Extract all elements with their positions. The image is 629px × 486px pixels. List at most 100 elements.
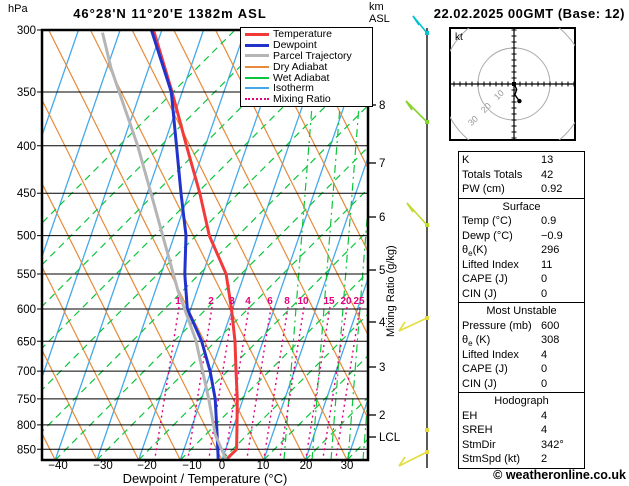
sounding-curves — [101, 30, 239, 460]
mixing-ratio-value-label: 25 — [353, 296, 365, 307]
mixing-ratio-line — [224, 306, 250, 459]
legend-item: Isotherm — [245, 82, 372, 94]
pressure-tick-label: 450 — [17, 188, 36, 200]
mixing-ratio-labels: 1 2 3 4 6 8 10 15 20 25 — [175, 296, 365, 307]
stats-row: K 13 — [462, 153, 581, 168]
stats-panel: K 13 Totals Totals 42 PW (cm) 0.92 Surface Temp… — [458, 151, 585, 469]
plot-frame — [40, 28, 370, 462]
hodograph-trace — [513, 83, 520, 102]
wind-barb — [398, 451, 428, 467]
altitude-unit-asl: ASL — [369, 13, 390, 25]
altitude-tick-label: 2 — [379, 410, 385, 422]
legend-box: Temperature Dewpoint Parcel Trajectory Dry … — [240, 27, 373, 107]
stats-section-title: Surface — [502, 200, 541, 213]
wet-adiabat-line — [42, 30, 236, 224]
parcel-trajectory-curve — [101, 32, 228, 460]
mixing-ratio-value-label: 20 — [340, 296, 352, 307]
legend-item-label: Mixing Ratio — [273, 93, 331, 106]
stats-row-value: 0.9 — [541, 215, 557, 227]
wet-adiabat-line — [42, 104, 368, 433]
mixing-ratio-line — [154, 306, 180, 459]
stats-row: StmSpd (kt) 2 — [462, 452, 581, 467]
stats-row: Pressure (mb) 600 — [462, 319, 581, 334]
stats-row: StmDir 342° — [462, 438, 581, 453]
stats-row-value: 0 — [541, 377, 548, 390]
wind-barb-feather — [398, 321, 406, 332]
mixing-ratio-line — [305, 306, 331, 459]
lcl-label: LCL — [379, 432, 401, 444]
mixing-ratio-line — [279, 306, 305, 459]
pressure-tick-label: 400 — [17, 141, 36, 153]
stats-row-value: 0.92 — [541, 183, 563, 195]
stats-row: θe (K) 308 — [462, 333, 581, 348]
pressure-tick-label: 600 — [17, 304, 36, 316]
legend-item: Dewpoint — [245, 39, 372, 51]
footer-credit: © weatheronline.co.uk — [493, 468, 626, 482]
mixing-ratio-value-label: 8 — [284, 296, 290, 307]
stats-row: Totals Totals 42 — [462, 168, 581, 183]
legend-item: Temperature — [245, 28, 372, 40]
stats-row-value: 342° — [541, 438, 564, 451]
isotherm-line — [263, 155, 368, 460]
mixing-ratio-value-label: 6 — [267, 296, 273, 307]
legend-item: Parcel Trajectory — [245, 50, 372, 62]
stats-row: CIN (J) 0 — [462, 377, 581, 392]
stats-row: CAPE (J) 0 — [462, 272, 581, 287]
stats-row: EH 4 — [462, 409, 581, 424]
pressure-tick-label: 800 — [17, 420, 36, 432]
stats-section: Most Unstable Pressure (mb) 600 θe (K) 308 Li… — [458, 302, 585, 393]
dry-adiabat-line — [89, 30, 306, 460]
dry-adiabat-line — [42, 98, 223, 460]
temperature-tick-label: 0 — [219, 460, 225, 472]
stats-row-label: CIN (J) — [462, 287, 497, 300]
mixing-ratio-lines — [154, 306, 361, 459]
pressure-tick-label: 300 — [17, 25, 36, 37]
isotherm-line — [42, 30, 80, 138]
stats-section-title: Hodograph — [494, 395, 549, 407]
stats-row: Temp (°C) 0.9 — [462, 214, 581, 229]
mixing-ratio-line — [208, 306, 234, 459]
stats-row: θe(K) 296 — [462, 243, 581, 258]
pressure-tick-label: 550 — [17, 269, 36, 281]
mixing-ratio-value-label: 4 — [245, 296, 251, 307]
isotherm-line — [42, 30, 121, 259]
legend-item: Wet Adiabat — [245, 72, 372, 84]
stats-row-label: CAPE (J) — [462, 363, 508, 375]
wet-adiabat-line — [138, 229, 368, 460]
dry-adiabat-line — [42, 348, 98, 460]
dry-adiabat-line — [42, 182, 181, 460]
temperature-axis-label: Dewpoint / Temperature (°C) — [122, 471, 288, 486]
legend-line-sample — [245, 54, 269, 58]
station-title: 46°28'N 11°20'E 1382m ASL — [73, 6, 267, 21]
stats-row-value: 0 — [541, 287, 548, 300]
stats-row-label: CIN (J) — [462, 377, 497, 390]
wet-adiabat-line — [263, 354, 368, 460]
legend-item-label: Parcel Trajectory — [273, 50, 352, 62]
altitude-unit-km: km — [369, 1, 384, 13]
theta-e-subscript: e — [468, 249, 473, 259]
stats-row-label: StmDir — [462, 438, 496, 451]
temperature-tick-label: 10 — [257, 460, 270, 472]
mixing-ratio-line — [322, 306, 348, 459]
stats-row-value: 4 — [541, 409, 548, 422]
dry-adiabat-line — [42, 265, 140, 460]
stats-row-value: 4 — [541, 348, 548, 361]
wind-barb — [405, 100, 428, 123]
temperature-tick-label: −20 — [137, 460, 157, 472]
legend-line-sample — [245, 98, 269, 101]
pressure-tick-label: 750 — [17, 394, 36, 406]
run-datetime: 22.02.2025 00GMT (Base: 12) — [433, 6, 625, 21]
stats-row: PW (cm) 0.92 — [462, 182, 581, 197]
stats-row-label: Dewp (°C) — [462, 229, 513, 242]
wind-barb-feather — [406, 202, 414, 213]
stats-row: Lifted Index 4 — [462, 348, 581, 363]
mixing-ratio-value-label: 3 — [229, 296, 235, 307]
pressure-tick-label: 350 — [17, 87, 36, 99]
altitude-tick-label: 8 — [379, 100, 385, 112]
isotherm-line — [96, 30, 246, 460]
isotherm-line — [54, 30, 205, 460]
stats-row-value: 296 — [541, 244, 560, 256]
wet-adiabat-line — [221, 313, 368, 460]
stats-row-label: θe(K) — [462, 244, 488, 259]
